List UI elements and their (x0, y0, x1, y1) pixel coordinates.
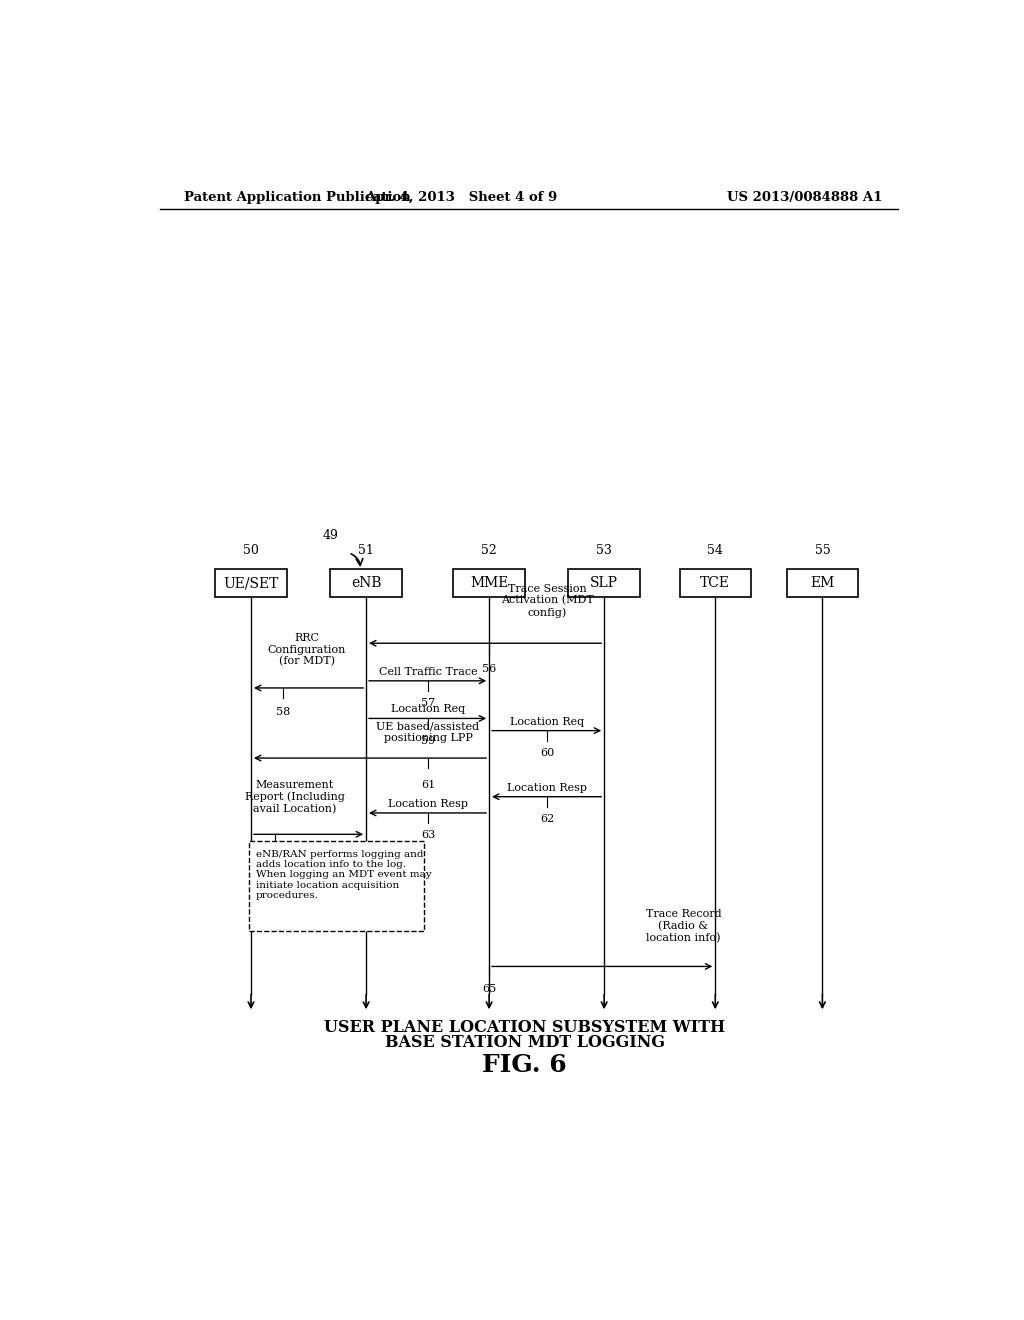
Text: 56: 56 (482, 664, 497, 673)
Text: 62: 62 (540, 814, 554, 824)
Text: Location Resp: Location Resp (388, 799, 468, 809)
Bar (680, 569, 751, 598)
Text: FIG. 6: FIG. 6 (482, 1053, 567, 1077)
Text: MME: MME (470, 577, 508, 590)
Text: eNB: eNB (351, 577, 381, 590)
Text: 50: 50 (243, 544, 259, 557)
Text: Apr. 4, 2013   Sheet 4 of 9: Apr. 4, 2013 Sheet 4 of 9 (366, 191, 557, 205)
Bar (568, 569, 640, 598)
Bar (331, 569, 401, 598)
Text: Location Req: Location Req (391, 705, 465, 714)
Text: BASE STATION MDT LOGGING: BASE STATION MDT LOGGING (385, 1034, 665, 1051)
Text: UE/SET: UE/SET (223, 577, 279, 590)
Text: US 2013/0084888 A1: US 2013/0084888 A1 (727, 191, 882, 205)
Text: 59: 59 (421, 735, 435, 746)
Text: 49: 49 (323, 528, 338, 541)
Text: SLP: SLP (590, 577, 618, 590)
Text: 52: 52 (481, 544, 497, 557)
Text: 65: 65 (482, 983, 497, 994)
Text: Location Req: Location Req (510, 717, 584, 726)
Bar (786, 569, 858, 598)
Text: 61: 61 (421, 780, 435, 791)
FancyArrowPatch shape (351, 554, 362, 565)
Text: 53: 53 (596, 544, 612, 557)
Text: UE based/assisted
positioning LPP: UE based/assisted positioning LPP (377, 721, 479, 743)
Text: TCE: TCE (700, 577, 730, 590)
Text: USER PLANE LOCATION SUBSYSTEM WITH: USER PLANE LOCATION SUBSYSTEM WITH (325, 1019, 725, 1036)
Bar (454, 569, 524, 598)
Text: Trace Record
(Radio &
location info): Trace Record (Radio & location info) (646, 909, 721, 942)
Text: 60: 60 (540, 748, 554, 758)
Text: Measurement
Report (Including
avail Location): Measurement Report (Including avail Loca… (245, 780, 345, 814)
Text: 57: 57 (421, 698, 435, 708)
Text: Patent Application Publication: Patent Application Publication (183, 191, 411, 205)
Bar (215, 569, 287, 598)
Text: 55: 55 (814, 544, 830, 557)
Text: eNB/RAN performs logging and
adds location info to the log.
When logging an MDT : eNB/RAN performs logging and adds locati… (256, 850, 431, 900)
Text: 58: 58 (275, 708, 290, 717)
Text: 64: 64 (267, 862, 282, 871)
Text: EM: EM (810, 577, 835, 590)
Text: RRC
Configuration
(for MDT): RRC Configuration (for MDT) (267, 634, 346, 667)
Text: Location Resp: Location Resp (507, 783, 587, 792)
Text: 63: 63 (421, 830, 435, 841)
Text: 51: 51 (358, 544, 374, 557)
Text: Trace Session
Activation (MDT
config): Trace Session Activation (MDT config) (501, 583, 593, 618)
Text: 54: 54 (708, 544, 723, 557)
Text: Cell Traffic Trace: Cell Traffic Trace (379, 667, 477, 677)
Bar (250, 841, 424, 931)
